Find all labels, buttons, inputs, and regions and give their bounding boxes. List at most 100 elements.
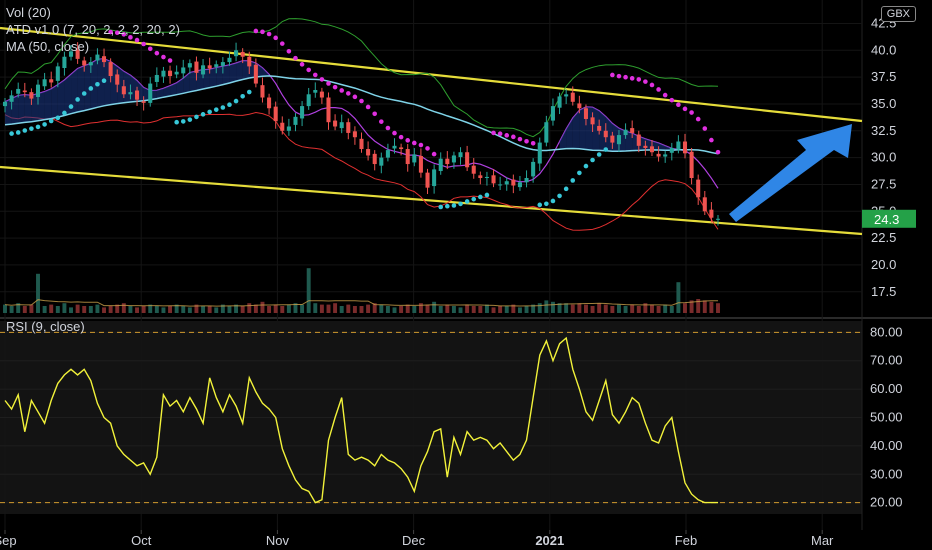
rsi-tick-label: 50.00 (870, 410, 903, 425)
candle-body (544, 122, 549, 143)
cloud-fill (658, 142, 666, 151)
volume-bar (445, 304, 450, 313)
candle-body (88, 62, 93, 66)
atd-dot (306, 67, 311, 73)
atd-dot (629, 76, 635, 81)
candle-body (379, 157, 384, 166)
atd-dot (220, 105, 226, 110)
time-axis[interactable]: Sep Oct Nov Dec 2021 Feb Mar (0, 530, 834, 548)
volume-bar (108, 306, 113, 313)
atd-dot (293, 55, 298, 61)
cloud-fill (170, 82, 177, 97)
atd-dot (319, 77, 325, 82)
atd-dot (128, 35, 133, 40)
atd-dot (108, 29, 113, 35)
atd-indicator-label[interactable]: ATD v1.0 (7, 20, 2, 2, 2, 20, 2) (6, 22, 180, 37)
volume-bar (75, 304, 80, 313)
candle-body (432, 169, 437, 187)
cloud-fill (572, 110, 580, 149)
candle-body (524, 178, 529, 183)
atd-dot (412, 140, 417, 146)
volume-bar (42, 306, 47, 313)
atd-dot (332, 84, 338, 90)
candle-body (366, 149, 371, 156)
atd-dot (544, 201, 549, 207)
atd-dot (194, 114, 199, 120)
candle-body (75, 49, 80, 59)
volume-bar (62, 303, 67, 313)
candle-body (300, 106, 305, 119)
candle-body (42, 79, 47, 87)
candle-body (550, 106, 555, 121)
candle-body (346, 122, 351, 133)
cloud-fill (123, 71, 131, 103)
price-tick-label: 37.5 (871, 69, 896, 84)
price-axis[interactable]: 17.520.022.525.027.530.032.535.037.540.0… (862, 15, 916, 510)
cloud-fill (156, 88, 164, 99)
atd-dot (62, 110, 67, 116)
candle-body (16, 88, 21, 94)
candle-body (616, 135, 621, 145)
atd-dot (207, 109, 212, 115)
atd-dot (233, 98, 239, 104)
volume-bar (366, 304, 371, 313)
rsi-tick-label: 60.00 (870, 381, 903, 396)
rsi-line (4, 336, 718, 504)
atd-dot (392, 130, 397, 136)
ma-indicator-label[interactable]: MA (50, close) (6, 39, 90, 54)
candle-body (359, 138, 364, 150)
volume-bar (29, 304, 34, 313)
atd-dot (649, 82, 655, 88)
currency-badge[interactable]: GBX (880, 6, 916, 22)
volume-bar (557, 303, 562, 313)
atd-dot (15, 130, 21, 135)
volume-bar (359, 306, 364, 313)
volume-bar (326, 304, 331, 313)
time-tick-label: Feb (675, 533, 697, 548)
cloud-fill (71, 68, 78, 114)
atd-dot (715, 149, 721, 155)
candle-body (590, 117, 595, 125)
candle-body (148, 83, 153, 103)
candle-body (418, 156, 423, 173)
candle-body (669, 147, 674, 153)
volume-bar (273, 304, 278, 313)
atd-dot (497, 131, 503, 137)
volume-bar (610, 306, 615, 313)
upper-band-path (4, 18, 719, 138)
volume-bar (22, 306, 27, 313)
atd-dot (445, 203, 450, 209)
atd-dot (557, 193, 562, 199)
atd-dot (22, 128, 28, 133)
candle-body (412, 154, 417, 163)
volume-bar (702, 300, 707, 313)
atd-dot (154, 50, 160, 56)
volume-bar (550, 301, 555, 313)
volume-bar (214, 307, 219, 313)
atd-dot (161, 54, 166, 60)
atd-dot (662, 92, 668, 98)
atd-dot (484, 192, 490, 198)
volume-bar (590, 306, 595, 313)
candle-body (240, 51, 245, 57)
price-tick-label: 20.0 (871, 257, 896, 272)
cloud-fill (38, 91, 45, 121)
volume-bar (471, 306, 476, 313)
atd-dot (425, 146, 430, 151)
atd-dot (570, 178, 576, 183)
candle-body (399, 147, 404, 150)
candle-body (115, 74, 120, 85)
candle-body (491, 175, 496, 184)
atd-dot (689, 110, 694, 115)
up-arrow-annotation[interactable] (729, 124, 852, 222)
atd-dot (326, 81, 331, 86)
vol-indicator-label[interactable]: Vol (20) (6, 5, 51, 20)
atd-dot (187, 117, 193, 122)
atd-dot (279, 41, 285, 46)
candle-body (709, 209, 714, 218)
rsi-indicator-label[interactable]: RSI (9, close) (6, 319, 85, 334)
atd-dot (68, 104, 74, 109)
volume-bar (603, 304, 608, 313)
price-tick-label: 32.5 (871, 123, 896, 138)
